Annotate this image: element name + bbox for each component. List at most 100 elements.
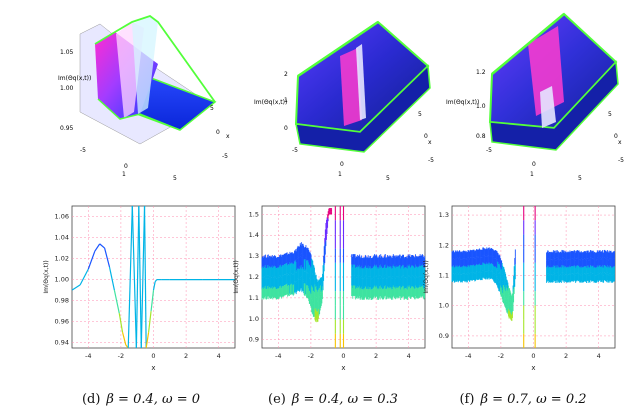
y-tick-label: 1.04 xyxy=(55,234,69,242)
surface-edge xyxy=(94,14,216,103)
x-tick: 5 xyxy=(578,175,582,182)
series-segment xyxy=(138,205,142,349)
x-tick: -5 xyxy=(80,147,86,154)
x-tick-label: -4 xyxy=(275,352,281,360)
surface-plot-d: Im(Θq(x,t)) 1.05 1.00 0.95 -5 0 1 5 5 0 … xyxy=(40,4,240,182)
series-group xyxy=(451,206,615,348)
zlabel: Im(Θq(x,t)) xyxy=(254,99,287,106)
axis-x-label: x xyxy=(226,133,230,140)
x-tick: -5 xyxy=(292,147,298,154)
zlabel: Im(Θq(x,t)) xyxy=(446,99,479,106)
t-tick: -5 xyxy=(618,157,624,164)
caption-label: (f) xyxy=(459,392,475,407)
y-tick-label: 1.06 xyxy=(55,213,69,221)
surface-wall-2 xyxy=(132,16,158,114)
y-axis-label: Im(Θq(x,t)) xyxy=(233,260,240,293)
t-label: 1 xyxy=(338,171,342,178)
x-tick: 5 xyxy=(386,175,390,182)
y-tick-label: 0.9 xyxy=(249,336,259,344)
y-tick-label: 1.2 xyxy=(249,273,259,281)
series-segment xyxy=(143,205,147,349)
line-chart-f: -4 -2 0 2 4 0.9 1.0 1.1 1.2 1.3 x Im(Θq(x,t)) xyxy=(420,198,620,378)
surface-edge-front xyxy=(97,98,181,131)
caption-omega: ω = 0 xyxy=(162,392,201,407)
x-tick: 0 xyxy=(124,163,128,170)
y-tick-label: 1.0 xyxy=(439,302,449,310)
series-segment xyxy=(87,251,96,270)
series-group xyxy=(71,205,235,349)
surface-svg-f: Im(Θq(x,t)) 1.2 1.0 0.8 -5 0 1 5 5 0 -5 … xyxy=(446,12,624,182)
surface-ridge xyxy=(528,26,564,116)
x-tick-label: -2 xyxy=(118,352,124,360)
caption-label: (d) xyxy=(81,392,101,407)
y-tick-label: 1.3 xyxy=(249,252,259,260)
series-segment xyxy=(108,266,115,291)
axis-x-label: x xyxy=(428,139,432,146)
line-chart-svg-f: -4 -2 0 2 4 0.9 1.0 1.1 1.2 1.3 x Im(Θq(x,t)) xyxy=(423,205,616,372)
y-tick-label: 0.98 xyxy=(55,297,69,305)
z-tick: 1.2 xyxy=(476,69,486,76)
series-segment xyxy=(152,281,156,291)
x-tick-label: 4 xyxy=(217,352,221,360)
surface-front xyxy=(295,64,431,153)
caption-beta: β = 0.7, xyxy=(480,392,532,407)
series-group xyxy=(261,206,426,348)
y-tick-label: 0.96 xyxy=(55,318,69,326)
caption-d: (d) β = 0.4, ω = 0 xyxy=(36,392,246,407)
y-tick-label: 1.3 xyxy=(439,211,449,219)
x-tick: 0 xyxy=(532,161,536,168)
line-chart-svg-e: -4 -2 0 2 4 0.9 1.0 1.1 1.2 1.3 1.4 1.5 x Im(Θq(x,t)) xyxy=(233,205,426,372)
z-tick: 0.95 xyxy=(60,125,74,132)
x-tick-label: 0 xyxy=(151,352,155,360)
caption-omega: ω = 0.3 xyxy=(347,392,398,407)
axis-x-label: x xyxy=(618,139,622,146)
z-tick: 1.00 xyxy=(60,85,74,92)
x-tick-label: 0 xyxy=(341,352,345,360)
t-label: 1 xyxy=(122,171,126,178)
x-tick-label: -4 xyxy=(465,352,471,360)
x-axis-label: x xyxy=(531,364,535,372)
series-segment xyxy=(79,268,89,286)
surface-front xyxy=(489,60,619,151)
z-tick: 0.8 xyxy=(476,133,486,140)
y-tick-label: 1.02 xyxy=(55,255,69,263)
x-tick-label: 2 xyxy=(374,352,378,360)
t-tick: 5 xyxy=(210,105,214,112)
y-tick-label: 1.00 xyxy=(55,276,69,284)
y-tick-label: 1.4 xyxy=(249,231,259,239)
zlabel: Im(Θq(x,t)) xyxy=(58,75,91,82)
series-segment xyxy=(131,205,137,349)
y-tick-label: 1.5 xyxy=(249,210,259,218)
line-chart-svg-d: -4 -2 0 2 4 0.94 0.96 0.98 1.00 1.02 1.04 1.06 x Im(Θ… xyxy=(43,205,236,372)
z-tick: 1.05 xyxy=(60,49,74,56)
series-segment xyxy=(148,311,152,333)
surface-edge xyxy=(491,13,565,75)
x-tick: 0 xyxy=(340,161,344,168)
z-tick: 0 xyxy=(284,125,288,132)
x-tick-label: -4 xyxy=(85,352,91,360)
y-tick-label: 0.9 xyxy=(439,332,449,340)
t-tick: 0 xyxy=(216,129,220,136)
caption-omega: ω = 0.2 xyxy=(536,392,587,407)
caption-e: (e) β = 0.4, ω = 0.3 xyxy=(228,392,438,407)
series-segment xyxy=(154,279,158,283)
x-axis-label: x xyxy=(341,364,345,372)
z-tick: 1 xyxy=(284,97,288,104)
y-tick-label: 0.94 xyxy=(55,339,69,347)
surface-plot-e: Im(Θq(x,t)) 2 1 0 -5 0 1 5 5 0 -5 x xyxy=(240,4,440,182)
series-segment xyxy=(140,205,146,349)
y-tick-label: 1.1 xyxy=(439,271,449,279)
series-segment xyxy=(104,247,111,268)
y-axis-label: Im(Θq(x,t)) xyxy=(43,260,50,293)
surface-ridge xyxy=(340,48,362,126)
x-tick: 5 xyxy=(173,175,177,182)
z-tick: 1.0 xyxy=(476,103,486,110)
surface-svg-d: Im(Θq(x,t)) 1.05 1.00 0.95 -5 0 1 5 5 0 … xyxy=(58,14,230,182)
y-tick-label: 1.1 xyxy=(249,294,259,302)
caption-label: (e) xyxy=(268,392,286,407)
caption-beta: β = 0.4, xyxy=(291,392,344,407)
t-tick: -5 xyxy=(222,153,228,160)
surface-ridge-edge xyxy=(356,44,366,120)
x-tick-label: -2 xyxy=(308,352,314,360)
series-segment xyxy=(135,205,140,349)
